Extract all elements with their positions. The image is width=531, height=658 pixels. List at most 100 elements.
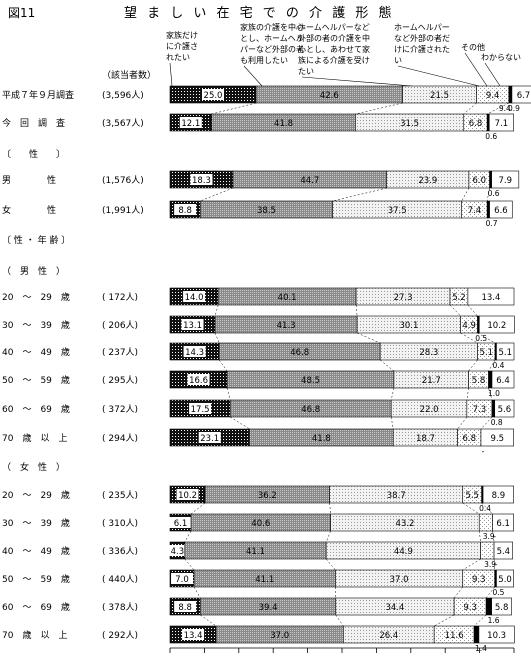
connector-line [335,614,344,627]
bar-segment [508,85,513,104]
row-label: 30 ～ 39 歳 [2,319,70,331]
bar-segment [485,597,492,616]
small-value-label: 1.4 [475,644,487,653]
row-label: 今 回 調 査 [2,117,65,129]
data-label: 37.5 [388,206,407,216]
bar-row: 40 ～ 49 歳 ( 336人) 4.3 41.1 44.9 5.43.9- [2,541,513,569]
legend-entry: わからない [481,53,521,87]
connector-line [355,304,358,317]
data-label: 9.4 [486,91,500,101]
row-count: (1,991人) [102,205,144,216]
small-value-label: 0.5 [475,334,487,343]
data-label: 8.8 [178,206,192,216]
connector-line [479,530,481,543]
data-label: 7.3 [473,405,487,415]
bar-row: 20 ～ 29 歳 ( 172人) 14.0 40.1 27.3 5.2 13.4 [2,287,515,306]
connector-line [390,387,395,401]
bar-row: 30 ～ 39 歳 ( 206人) 13.1 41.3 30.1 4.9 10.20.5 [2,315,515,343]
data-label-bg [198,432,221,443]
legend-label: その他 [461,42,485,52]
connector-line [492,530,495,543]
legend-label: とし、ホームヘル [240,34,304,43]
figure-label: 図11 [8,6,35,20]
data-label: 41.1 [246,547,265,557]
connector-line [457,416,468,430]
connector-line [184,558,195,571]
connector-line [390,416,394,430]
data-label: 7.0 [175,575,189,585]
bar-segment [488,113,514,132]
data-label: 10.2 [487,321,506,331]
data-label-bg [189,403,212,414]
data-label-bg [169,517,192,528]
data-label: 13.4 [184,631,203,641]
connector-line [329,502,331,515]
data-label: 26.4 [379,631,398,641]
legend-label: 族による介護を受け [298,55,370,65]
bar-row: 70 歳 以 上 ( 292人) 13.4 37.0 26.4 11.6 10.31.4 [2,625,515,653]
bar-segment [480,428,514,447]
data-label: 4.3 [171,547,185,557]
small-value-label: 0.4 [492,361,504,370]
legend-leader-line [397,65,480,87]
data-label-bg [176,489,199,500]
data-label: 5.8 [472,376,486,386]
row-count: (3,596人) [102,90,144,101]
row-label: 30 ～ 39 歳 [2,517,70,529]
connector-line [325,558,336,571]
data-label: 37.0 [270,631,289,641]
connector-line [380,359,395,372]
data-label: 43.2 [395,519,414,529]
bar-row: 50 ～ 59 歳 ( 440人) 7.0 41.1 37.0 9.3 5.0 0.5 [2,569,514,597]
connector-line [357,332,381,344]
small-value-label: 1.0 [488,389,500,398]
data-label-bg [183,346,206,357]
connector-line [355,102,403,115]
data-label: 12.1 [181,119,200,129]
row-count: ( 235人) [102,490,138,501]
data-label: 40.1 [278,293,297,303]
row-count: ( 206人) [102,320,138,331]
data-label-bg [181,319,204,330]
connector-line [218,359,228,372]
legend-label: 家族だけ [166,30,198,40]
row-label: 60 ～ 69 歳 [2,601,70,613]
data-label: 8.8 [178,603,192,613]
data-label: 23.9 [418,176,437,186]
connector-line [481,502,493,515]
data-label: 13.1 [183,321,202,331]
row-label: 70 歳 以 上 [2,432,67,444]
data-label: 5.6 [498,405,512,415]
bar-segment [489,170,492,189]
data-label: 5.1 [498,348,512,358]
connector-line [200,614,217,627]
data-label: 9.3 [463,603,477,613]
data-label: 10.3 [487,631,506,641]
bar-row: 男 性 (1,576人) 18.3 44.7 23.9 6.0 7.9 0.6 [2,170,520,198]
legend-leader-line [243,65,263,87]
bar-segment [493,541,513,560]
data-label: 10.2 [178,491,197,501]
row-count: ( 294人) [102,433,138,444]
small-value-label: 0.8 [491,418,503,427]
data-label: 11.6 [445,631,464,641]
row-label: 20 ～ 29 歳 [2,291,70,303]
bar-segment [491,399,496,418]
connector-line [462,558,481,571]
data-label: 25.0 [204,91,223,101]
row-count: ( 172人) [102,292,138,303]
data-label: 37.0 [390,575,409,585]
data-label: 6.8 [463,434,477,444]
legend-label: ホームヘルパーなど [298,23,370,32]
legend-label: に介護さ [166,41,198,51]
bar-segment [486,113,490,132]
data-label-bg [171,573,194,584]
data-label: 7.9 [498,176,512,186]
data-label: 36.2 [258,491,277,501]
connector-line [466,387,469,401]
data-label: 5.2 [452,293,466,303]
data-label-bg [202,89,224,100]
